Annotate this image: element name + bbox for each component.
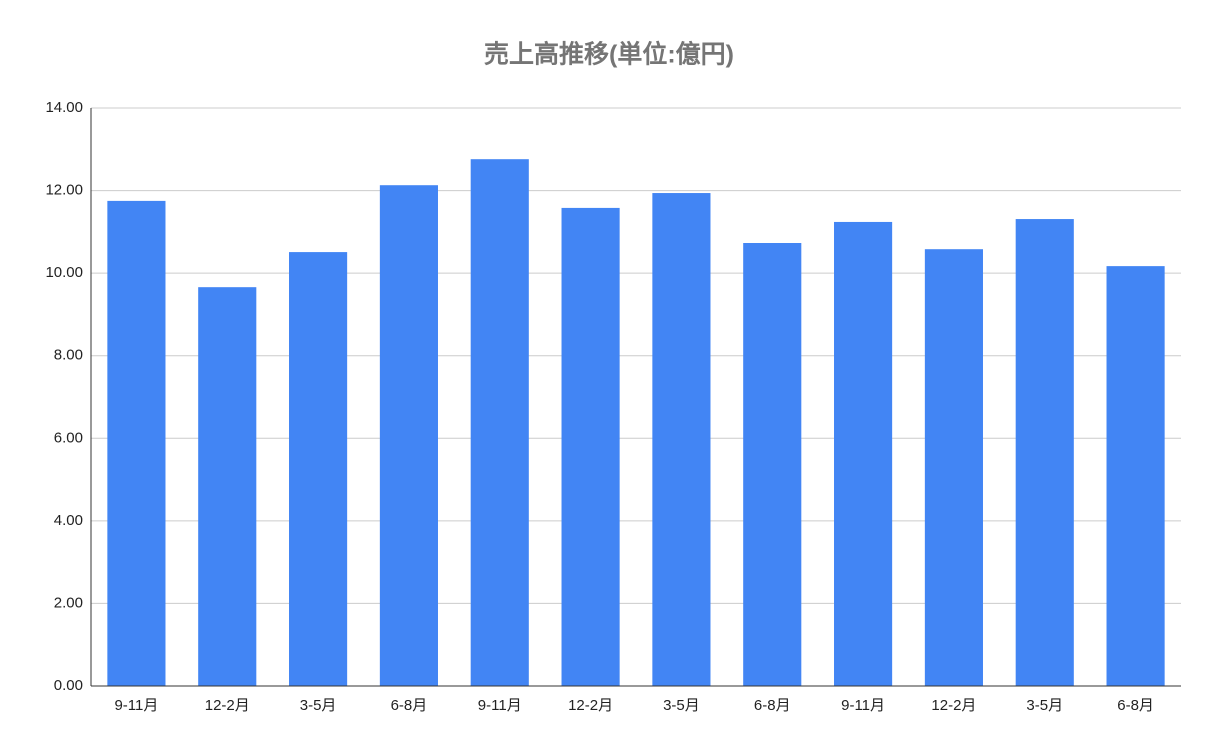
x-tick-label: 3-5月 bbox=[663, 697, 700, 714]
y-tick-label: 4.00 bbox=[54, 512, 83, 529]
y-tick-label: 10.00 bbox=[45, 264, 83, 281]
bar bbox=[198, 287, 257, 686]
y-tick-label: 6.00 bbox=[54, 429, 83, 446]
bar bbox=[652, 193, 711, 686]
bar bbox=[1106, 266, 1165, 686]
x-tick-label: 9-11月 bbox=[114, 697, 158, 714]
y-tick-label: 14.00 bbox=[45, 99, 83, 116]
x-tick-label: 6-8月 bbox=[1117, 697, 1154, 714]
y-tick-label: 2.00 bbox=[54, 594, 83, 611]
bar bbox=[743, 243, 802, 687]
bar bbox=[561, 207, 620, 686]
chart-title: 売上高推移(単位:億円) bbox=[484, 40, 734, 69]
bar bbox=[107, 200, 166, 686]
bar bbox=[1015, 219, 1074, 686]
x-tick-label: 12-2月 bbox=[205, 697, 250, 714]
bar bbox=[834, 221, 893, 686]
bar bbox=[470, 159, 529, 687]
bar bbox=[289, 252, 348, 686]
x-tick-label: 9-11月 bbox=[478, 697, 522, 714]
bar bbox=[924, 249, 983, 686]
y-tick-label: 8.00 bbox=[54, 347, 83, 364]
x-tick-label: 6-8月 bbox=[391, 697, 428, 714]
x-tick-label: 3-5月 bbox=[300, 697, 337, 714]
x-tick-label: 12-2月 bbox=[931, 697, 976, 714]
y-tick-label: 0.00 bbox=[54, 677, 83, 694]
bar bbox=[379, 185, 438, 686]
x-tick-label: 12-2月 bbox=[568, 697, 613, 714]
x-tick-label: 3-5月 bbox=[1026, 697, 1063, 714]
x-tick-label: 6-8月 bbox=[754, 697, 791, 714]
x-tick-label: 9-11月 bbox=[841, 697, 885, 714]
y-tick-label: 12.00 bbox=[45, 182, 83, 199]
